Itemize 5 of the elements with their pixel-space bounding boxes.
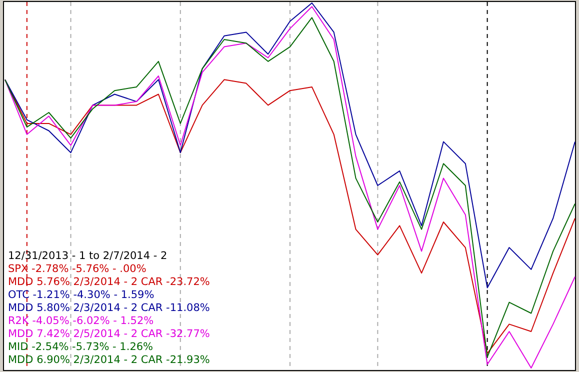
text: OTC -1.21% -4.30% - 1.59% MDD 5.80% 2/3/2014 - 2 CAR -11.08% (8, 289, 210, 314)
text: R2K -4.05% -6.02% - 1.52% MDD 7.42% 2/5/2014 - 2 CAR -32.77% (8, 315, 210, 340)
text: 12/31/2013 - 1 to 2/7/2014 - 2 (8, 250, 168, 262)
text: SPX -2.78% -5.76% - .00% MDD 5.76% 2/3/2014 - 2 CAR -23.72% (8, 263, 210, 288)
text: MID -2.54% -5.73% - 1.26% MDD 6.90% 2/3/2014 - 2 CAR -21.93% (8, 341, 210, 366)
